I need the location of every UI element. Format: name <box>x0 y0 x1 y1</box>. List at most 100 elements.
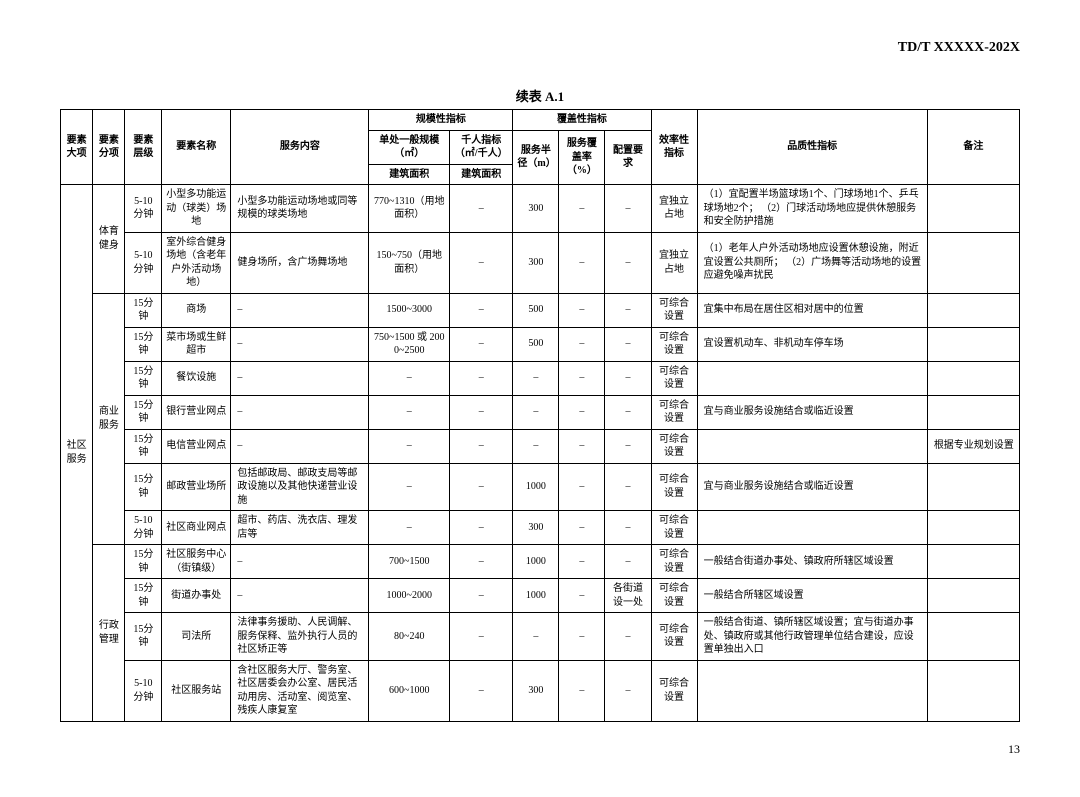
cell-qual <box>697 361 927 395</box>
cell-eff: 可综合设置 <box>651 361 697 395</box>
cell-note <box>927 327 1019 361</box>
cell-scale: 600~1000 <box>369 660 450 721</box>
th-eff: 效率性指标 <box>651 110 697 185</box>
cell-radius: 500 <box>513 327 559 361</box>
cell-scale: 750~1500 或 2000~2500 <box>369 327 450 361</box>
cell-config: – <box>605 395 651 429</box>
cell-scale: – <box>369 361 450 395</box>
cell-scale: – <box>369 429 450 463</box>
th-sub: 要素分项 <box>93 110 125 185</box>
cell-radius: 1000 <box>513 463 559 511</box>
cell-note <box>927 511 1019 545</box>
cell-eff: 宜独立占地 <box>651 185 697 233</box>
cell-eff: 可综合设置 <box>651 579 697 613</box>
cell-sub: 体育健身 <box>93 185 125 294</box>
table-row: 行政管理15分钟社区服务中心（街镇级）–700~1500–1000––可综合设置… <box>61 545 1020 579</box>
cell-scale: 700~1500 <box>369 545 450 579</box>
cell-rate: – <box>559 429 605 463</box>
th-major: 要素大项 <box>61 110 93 185</box>
cell-thou: – <box>450 232 513 293</box>
cell-radius: 300 <box>513 185 559 233</box>
cell-scale: – <box>369 463 450 511</box>
cell-level: 15分钟 <box>125 293 162 327</box>
cell-rate: – <box>559 545 605 579</box>
cell-config: – <box>605 613 651 661</box>
table-row: 5-10分钟社区服务站含社区服务大厅、警务室、社区居委会办公室、居民活动用房、活… <box>61 660 1020 721</box>
cell-rate: – <box>559 185 605 233</box>
cell-eff: 可综合设置 <box>651 395 697 429</box>
cell-note <box>927 395 1019 429</box>
cell-scale: – <box>369 511 450 545</box>
cell-note <box>927 185 1019 233</box>
cell-level: 5-10分钟 <box>125 185 162 233</box>
cell-thou: – <box>450 511 513 545</box>
cell-service: 超市、药店、洗衣店、理发店等 <box>231 511 369 545</box>
cell-config: – <box>605 185 651 233</box>
cell-level: 15分钟 <box>125 579 162 613</box>
table-row: 商业服务15分钟商场–1500~3000–500––可综合设置宜集中布局在居住区… <box>61 293 1020 327</box>
cell-name: 小型多功能运动（球类）场地 <box>162 185 231 233</box>
cell-qual: 一般结合街道办事处、镇政府所辖区域设置 <box>697 545 927 579</box>
cell-qual: 宜与商业服务设施结合或临近设置 <box>697 463 927 511</box>
cell-qual: （1）宜配置半场篮球场1个、门球场地1个、乒乓球场地2个； （2）门球活动场地应… <box>697 185 927 233</box>
cell-qual: 宜设置机动车、非机动车停车场 <box>697 327 927 361</box>
table-title: 续表 A.1 <box>60 86 1020 105</box>
cell-radius: 300 <box>513 232 559 293</box>
cell-eff: 可综合设置 <box>651 660 697 721</box>
cell-qual: 一般结合所辖区域设置 <box>697 579 927 613</box>
cell-qual <box>697 511 927 545</box>
cell-rate: – <box>559 579 605 613</box>
th-build2: 建筑面积 <box>450 164 513 185</box>
cell-thou: – <box>450 395 513 429</box>
cell-eff: 可综合设置 <box>651 327 697 361</box>
th-thou: 千人指标（㎡/千人） <box>450 130 513 164</box>
table-row: 15分钟电信营业网点––––––可综合设置根据专业规划设置 <box>61 429 1020 463</box>
cell-thou: – <box>450 429 513 463</box>
cell-scale: 80~240 <box>369 613 450 661</box>
cell-note <box>927 361 1019 395</box>
table-row: 社区服务体育健身5-10分钟小型多功能运动（球类）场地小型多功能运动场地或同等规… <box>61 185 1020 233</box>
cell-service: – <box>231 395 369 429</box>
cell-note <box>927 613 1019 661</box>
cell-qual: 宜集中布局在居住区相对居中的位置 <box>697 293 927 327</box>
cell-service: – <box>231 327 369 361</box>
cell-service: – <box>231 545 369 579</box>
cell-radius: 1000 <box>513 579 559 613</box>
cell-config: – <box>605 293 651 327</box>
table-row: 15分钟街道办事处–1000~2000–1000–各街道设一处可综合设置一般结合… <box>61 579 1020 613</box>
th-qual: 品质性指标 <box>697 110 927 185</box>
cell-thou: – <box>450 361 513 395</box>
cell-rate: – <box>559 395 605 429</box>
cell-scale: – <box>369 395 450 429</box>
cell-qual <box>697 429 927 463</box>
th-rate: 服务覆盖率（%） <box>559 130 605 185</box>
cell-config: – <box>605 545 651 579</box>
th-name: 要素名称 <box>162 110 231 185</box>
cell-service: – <box>231 429 369 463</box>
cell-service: – <box>231 579 369 613</box>
cell-level: 15分钟 <box>125 327 162 361</box>
cell-rate: – <box>559 660 605 721</box>
cell-radius: – <box>513 429 559 463</box>
th-radius: 服务半径（m） <box>513 130 559 185</box>
cell-name: 餐饮设施 <box>162 361 231 395</box>
th-service: 服务内容 <box>231 110 369 185</box>
table-row: 15分钟菜市场或生鲜超市–750~1500 或 2000~2500–500––可… <box>61 327 1020 361</box>
cell-service: 包括邮政局、邮政支局等邮政设施以及其他快递营业设施 <box>231 463 369 511</box>
cell-qual <box>697 660 927 721</box>
th-note: 备注 <box>927 110 1019 185</box>
cell-radius: – <box>513 395 559 429</box>
cell-name: 邮政营业场所 <box>162 463 231 511</box>
cell-radius: 300 <box>513 511 559 545</box>
table-row: 5-10分钟社区商业网点超市、药店、洗衣店、理发店等––300––可综合设置 <box>61 511 1020 545</box>
cell-eff: 可综合设置 <box>651 613 697 661</box>
th-scale: 单处一般规模（㎡） <box>369 130 450 164</box>
cell-config: – <box>605 361 651 395</box>
cell-config: – <box>605 327 651 361</box>
cell-thou: – <box>450 579 513 613</box>
cell-radius: 500 <box>513 293 559 327</box>
cell-level: 15分钟 <box>125 429 162 463</box>
th-scale-group: 规模性指标 <box>369 110 513 131</box>
cell-eff: 宜独立占地 <box>651 232 697 293</box>
cell-note <box>927 660 1019 721</box>
